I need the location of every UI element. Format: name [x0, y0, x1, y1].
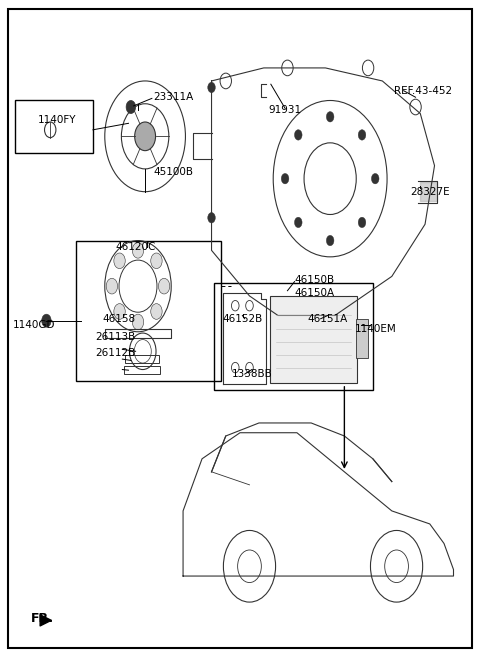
- Circle shape: [106, 279, 118, 294]
- Circle shape: [132, 242, 144, 258]
- Text: 23311A: 23311A: [154, 92, 194, 102]
- Text: 46150B: 46150B: [295, 275, 335, 284]
- Circle shape: [281, 173, 289, 184]
- Text: 1140EM: 1140EM: [354, 323, 396, 334]
- Circle shape: [132, 314, 144, 330]
- Circle shape: [42, 314, 51, 327]
- Circle shape: [294, 129, 302, 140]
- Circle shape: [372, 173, 379, 184]
- FancyBboxPatch shape: [356, 319, 368, 358]
- Circle shape: [135, 122, 156, 150]
- Circle shape: [208, 82, 216, 93]
- FancyBboxPatch shape: [270, 296, 357, 383]
- Text: 1140FY: 1140FY: [38, 115, 77, 125]
- Circle shape: [326, 235, 334, 246]
- Text: 26113B: 26113B: [96, 332, 135, 342]
- Text: 46120C: 46120C: [115, 242, 156, 252]
- Circle shape: [358, 217, 366, 227]
- Text: 26112B: 26112B: [96, 348, 135, 358]
- Text: 45100B: 45100B: [154, 167, 193, 177]
- Circle shape: [151, 304, 162, 319]
- FancyArrowPatch shape: [40, 615, 51, 626]
- Circle shape: [114, 253, 125, 269]
- Circle shape: [114, 304, 125, 319]
- Text: 46158: 46158: [102, 314, 135, 324]
- Circle shape: [208, 213, 216, 223]
- Circle shape: [294, 217, 302, 227]
- Circle shape: [326, 112, 334, 122]
- Text: 46152B: 46152B: [222, 314, 263, 324]
- Circle shape: [151, 253, 162, 269]
- Text: 46150A: 46150A: [295, 288, 335, 298]
- Circle shape: [126, 101, 136, 114]
- Circle shape: [358, 129, 366, 140]
- Text: REF.43-452: REF.43-452: [394, 85, 452, 96]
- Text: FR.: FR.: [31, 612, 54, 625]
- Text: 28327E: 28327E: [410, 187, 450, 196]
- Text: 46151A: 46151A: [308, 314, 348, 324]
- Text: 1338BB: 1338BB: [231, 369, 272, 379]
- Text: 1140GD: 1140GD: [12, 320, 55, 330]
- Text: 91931: 91931: [268, 105, 301, 115]
- Circle shape: [158, 279, 170, 294]
